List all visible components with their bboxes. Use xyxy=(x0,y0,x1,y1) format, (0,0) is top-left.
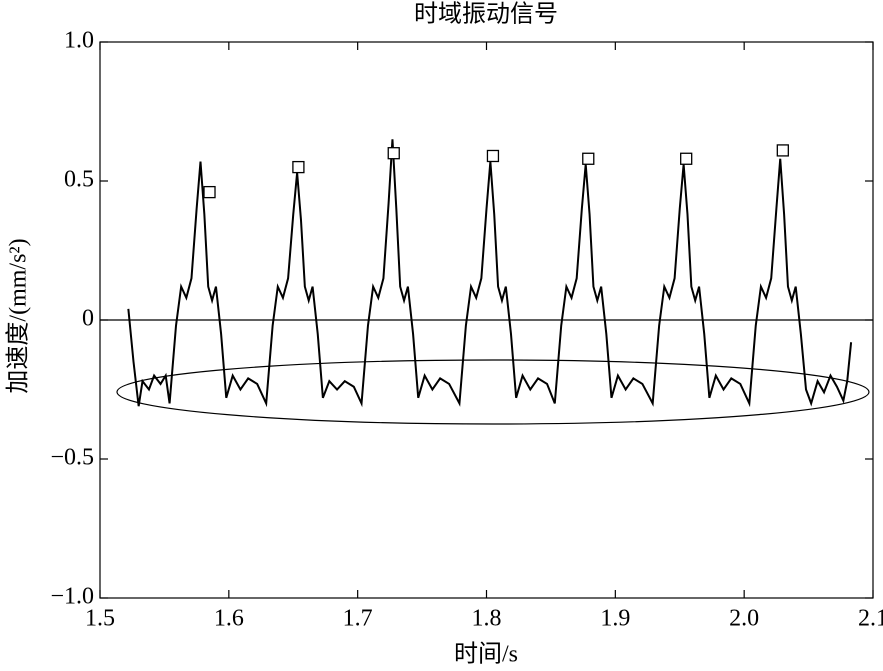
x-tick-label: 1.8 xyxy=(472,606,502,632)
x-tick-label: 1.5 xyxy=(85,606,115,632)
x-axis-label: 时间/s xyxy=(454,641,518,668)
y-tick-label: 0.5 xyxy=(64,167,94,193)
x-tick-label: 1.9 xyxy=(600,606,630,632)
x-tick-label: 1.6 xyxy=(214,606,244,632)
peak-marker xyxy=(292,160,305,174)
peak-marker xyxy=(776,144,789,157)
y-axis-label: 加速度/(mm/s²) xyxy=(5,238,32,393)
x-tick-label: 1.7 xyxy=(343,606,373,632)
y-tick-label: 1.0 xyxy=(64,28,94,54)
annotation-ellipse xyxy=(116,359,870,425)
peak-marker xyxy=(486,149,500,163)
x-tick-label: 2.1 xyxy=(858,606,883,632)
y-tick-label: −0.5 xyxy=(50,445,94,471)
signal-line xyxy=(127,139,853,408)
peak-marker xyxy=(387,147,400,160)
y-tick-label: 0 xyxy=(82,306,94,332)
chart-title: 时域振动信号 xyxy=(414,1,558,28)
peak-marker xyxy=(680,152,693,165)
y-tick-label: −1.0 xyxy=(50,584,94,610)
peak-marker xyxy=(203,185,216,199)
peak-marker xyxy=(582,152,595,165)
x-tick-label: 2.0 xyxy=(729,606,759,632)
